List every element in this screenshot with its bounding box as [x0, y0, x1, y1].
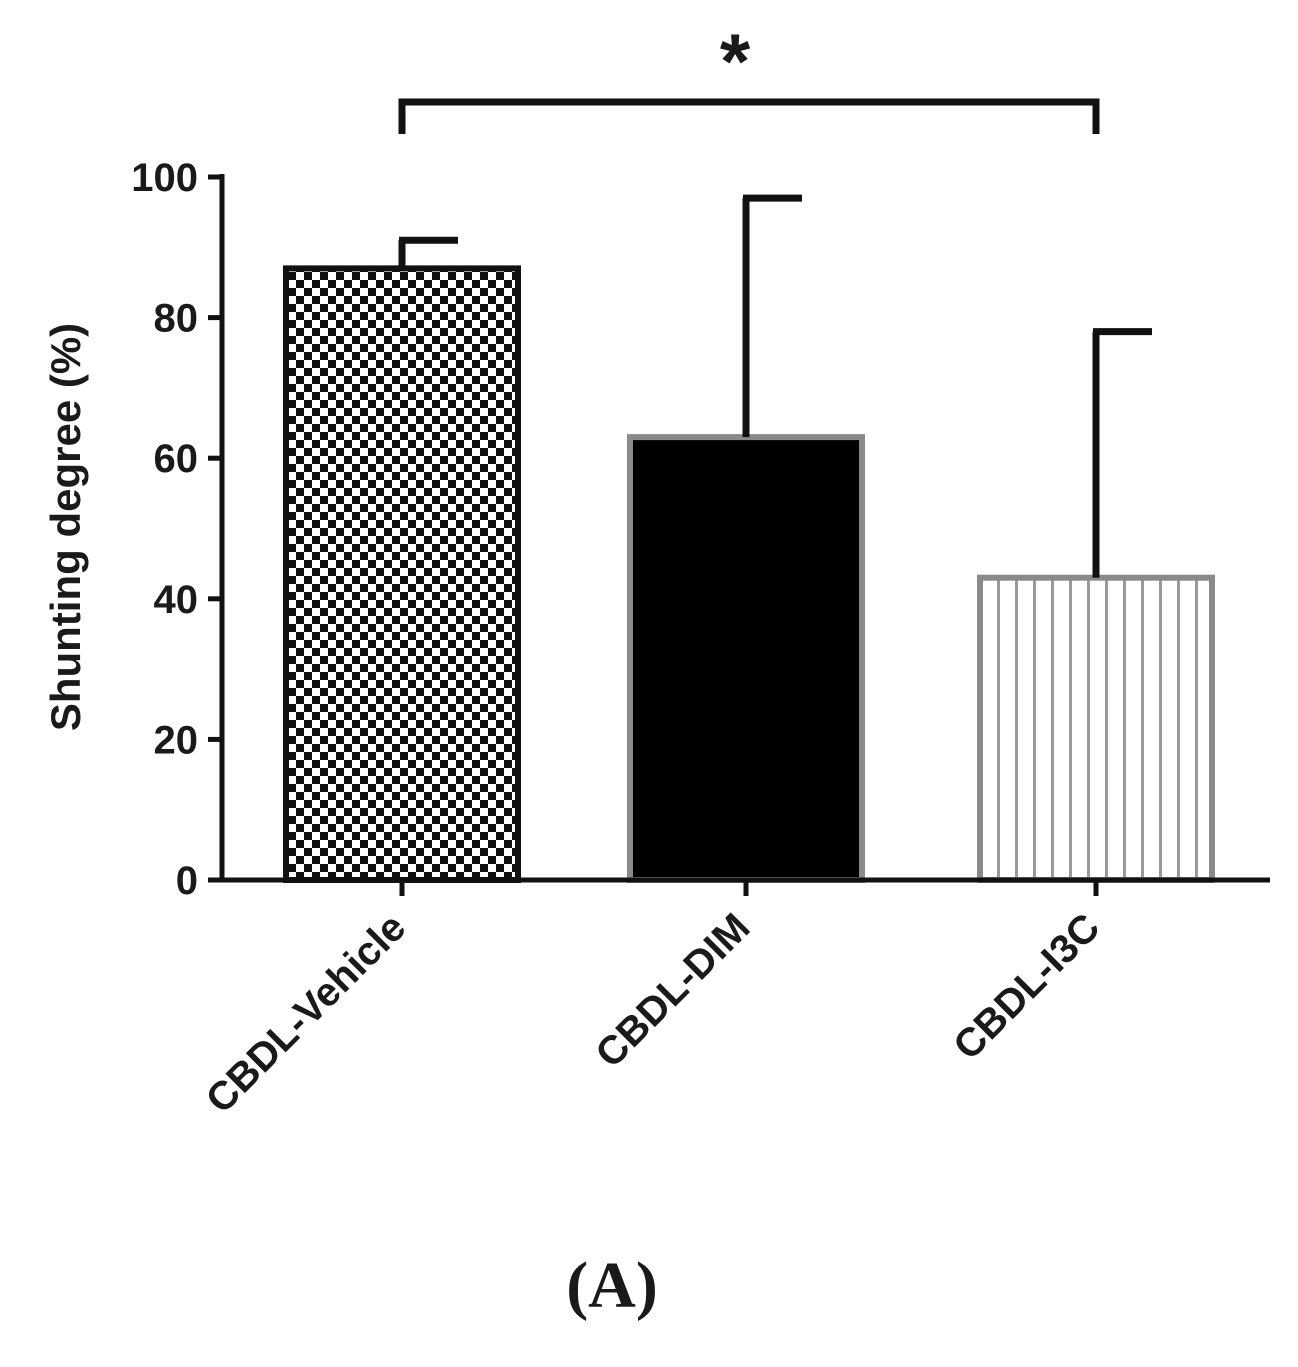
significance-bracket — [398, 98, 1100, 134]
error-bar-cbdl-vehicle — [398, 236, 458, 269]
y-tick-label: 80 — [154, 297, 199, 341]
bar-cbdl-dim — [627, 434, 865, 883]
category-label-cbdl-i3c: CBDL-I3C — [945, 905, 1108, 1068]
x-ticks: CBDL-Vehicle CBDL-DIM CBDL-I3C — [198, 880, 1108, 1122]
y-tick-label: 20 — [154, 718, 199, 762]
error-bar-cbdl-dim — [742, 194, 802, 438]
significance-star: * — [720, 17, 751, 105]
error-bars-group — [398, 194, 1152, 578]
significance-annotation: * — [398, 17, 1100, 134]
panel-label: (A) — [566, 1249, 658, 1322]
y-tick-label: 100 — [131, 156, 198, 200]
y-tick-label: 40 — [154, 578, 199, 622]
bar-cbdl-vehicle — [283, 265, 521, 883]
y-ticks: 0 20 40 60 80 100 — [131, 156, 222, 903]
bar-cbdl-i3c — [977, 574, 1215, 884]
y-axis-title: Shunting degree (%) — [42, 323, 89, 731]
y-tick-label: 0 — [176, 859, 198, 903]
y-tick-label: 60 — [154, 437, 199, 481]
error-bar-cbdl-i3c — [1092, 328, 1152, 578]
category-label-cbdl-vehicle: CBDL-Vehicle — [198, 905, 415, 1122]
category-label-cbdl-dim: CBDL-DIM — [587, 905, 758, 1076]
